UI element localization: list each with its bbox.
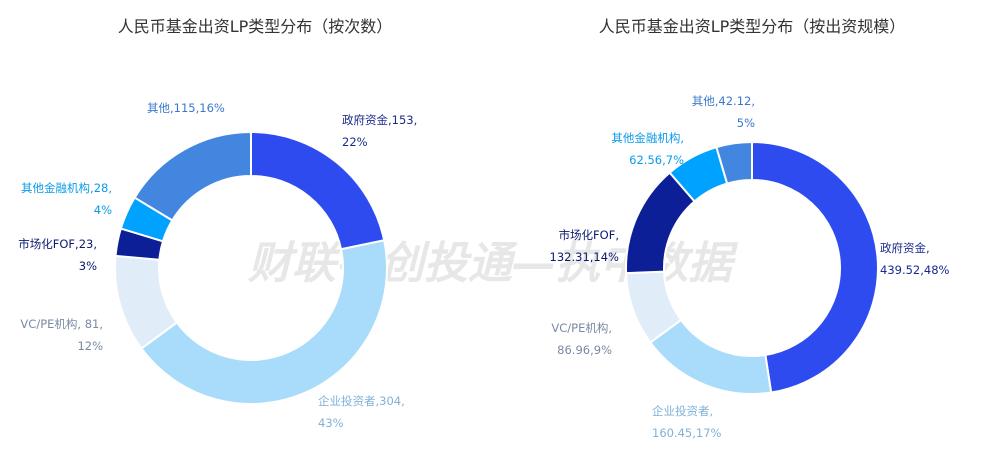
slice-label: 企业投资者, 160.45,17% xyxy=(652,404,722,440)
donut-chart-by-count: 人民币基金出资LP类型分布（按次数） 政府资金,153, 22% 企业投资者,304… xyxy=(18,17,417,430)
slice-label: 市场化FOF, 132.31,14% xyxy=(550,228,620,264)
slice-label: 政府资金,153, 22% xyxy=(342,113,417,149)
donut-chart-by-amount: 人民币基金出资LP类型分布（按出资规模） 政府资金, 439.52,48% 企业投资… xyxy=(550,17,950,440)
slice-label: 其他金融机构, 62.56,7% xyxy=(611,131,684,167)
donut-slice xyxy=(250,130,386,251)
donut-slice xyxy=(648,318,773,395)
chart-title: 人民币基金出资LP类型分布（按次数） xyxy=(118,17,393,36)
slice-label: 其他,115,16% xyxy=(147,101,225,115)
donut-slice xyxy=(751,140,879,394)
slice-label: 政府资金, 439.52,48% xyxy=(880,241,950,277)
slice-label: 企业投资者,304, 43% xyxy=(318,394,405,430)
slice-label: VC/PE机构, 81, 12% xyxy=(20,317,103,353)
chart-title: 人民币基金出资LP类型分布（按出资规模） xyxy=(599,17,906,36)
slice-label: 市场化FOF,23, 3% xyxy=(18,237,97,273)
donut-slice xyxy=(715,140,753,185)
donut-slice xyxy=(140,239,388,405)
slice-label: 其他金融机构,28, 4% xyxy=(21,181,112,217)
slice-label: VC/PE机构, 86.96,9% xyxy=(551,321,612,357)
slice-label: 其他,42.12, 5% xyxy=(692,94,755,130)
donut-slice xyxy=(133,130,252,222)
